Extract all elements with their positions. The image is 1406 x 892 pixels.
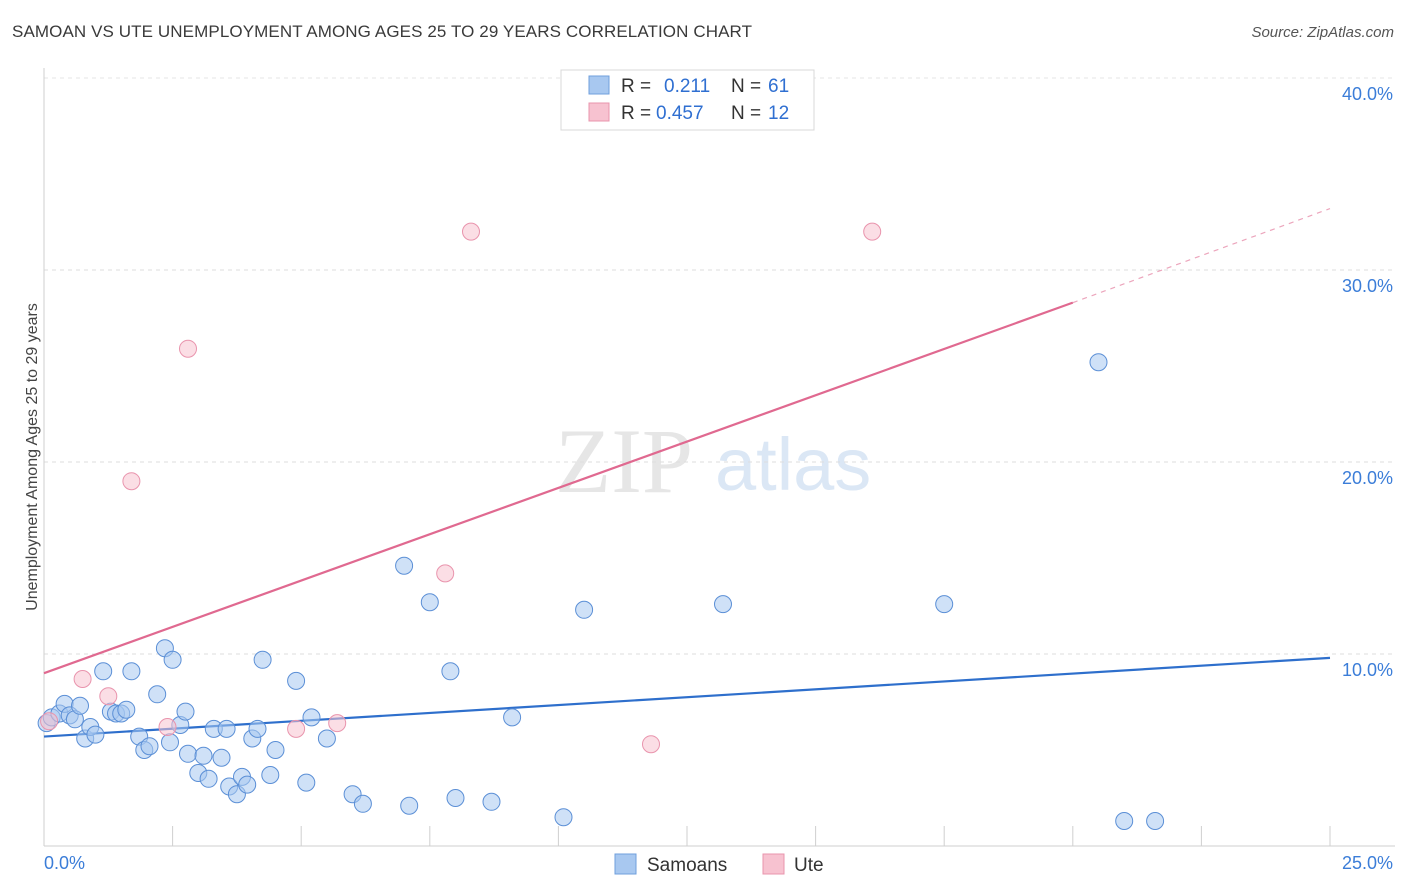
- point-samoans-49: [420, 593, 439, 612]
- y-axis-label: Unemployment Among Ages 25 to 29 years: [24, 303, 41, 611]
- point-samoans-30: [212, 748, 231, 767]
- legend-swatch-samoans: [588, 75, 610, 95]
- point-samoans-10: [94, 662, 113, 681]
- point-samoans-44: [317, 729, 336, 748]
- point-samoans-41: [287, 671, 306, 690]
- bottom-legend-swatch-ute: [762, 853, 785, 875]
- y-tick-label-20: 20.0%: [1342, 468, 1393, 488]
- tick-labels: 10.0% 20.0% 30.0% 40.0% 0.0% 25.0%: [44, 84, 1393, 873]
- gridlines: [44, 77, 1395, 655]
- point-ute-11: [863, 222, 882, 241]
- point-samoans-47: [395, 556, 414, 575]
- point-ute-2: [99, 687, 118, 706]
- point-ute-8: [436, 564, 455, 583]
- point-ute-1: [73, 670, 92, 688]
- point-samoans-42: [297, 773, 316, 792]
- point-ute-10: [642, 735, 660, 754]
- point-ute-9: [462, 222, 480, 241]
- legend-n-label-ute: N =: [731, 103, 761, 124]
- legend-n-label-samoans: N =: [731, 76, 761, 97]
- point-samoans-51: [446, 789, 465, 807]
- legend-n-value-samoans: 61: [768, 76, 789, 97]
- watermark-atlas: atlas: [715, 423, 871, 506]
- x-tick-label-left: 0.0%: [44, 853, 85, 873]
- point-samoans-56: [714, 595, 732, 614]
- bottom-legend-label-samoans: Samoans: [647, 855, 727, 876]
- point-samoans-35: [238, 775, 257, 794]
- legend-r-label-ute: R =: [621, 103, 651, 124]
- chart-title: SAMOAN VS UTE UNEMPLOYMENT AMONG AGES 25…: [12, 22, 753, 41]
- point-samoans-52: [482, 792, 501, 811]
- point-samoans-57: [935, 595, 954, 614]
- bottom-legend: Samoans Ute: [614, 853, 824, 876]
- point-samoans-39: [261, 766, 280, 784]
- point-samoans-28: [199, 769, 218, 788]
- point-ute-0: [40, 712, 59, 731]
- y-tick-label-10: 10.0%: [1342, 660, 1393, 680]
- bottom-legend-label-ute: Ute: [794, 855, 824, 876]
- point-samoans-53: [503, 708, 522, 727]
- top-legend: R = 0.211 N = 61 R = 0.457 N = 12: [560, 69, 815, 131]
- x-tick-label-right: 25.0%: [1342, 853, 1393, 873]
- point-samoans-60: [1146, 812, 1165, 830]
- point-samoans-25: [179, 744, 197, 763]
- y-tick-label-30: 30.0%: [1342, 276, 1393, 296]
- point-samoans-40: [266, 741, 285, 759]
- point-samoans-27: [194, 746, 213, 765]
- point-samoans-58: [1089, 353, 1108, 372]
- legend-r-value-ute: 0.457: [656, 103, 704, 124]
- source-label: Source: ZipAtlas.com: [1251, 24, 1394, 41]
- point-samoans-14: [117, 700, 136, 719]
- point-samoans-15: [122, 662, 141, 681]
- legend-swatch-ute: [588, 102, 610, 122]
- legend-n-value-ute: 12: [768, 103, 789, 124]
- point-samoans-9: [86, 725, 105, 744]
- point-ute-6: [287, 719, 306, 738]
- point-samoans-38: [253, 650, 272, 669]
- point-samoans-54: [554, 808, 573, 827]
- point-samoans-43: [302, 708, 321, 727]
- point-samoans-50: [441, 662, 460, 681]
- data-points: [37, 222, 1165, 830]
- trend-line-extension-ute: [1072, 207, 1331, 304]
- point-samoans-19: [148, 685, 167, 704]
- legend-r-label-samoans: R =: [621, 76, 651, 97]
- legend-r-value-samoans: 0.211: [664, 76, 710, 97]
- point-ute-5: [179, 339, 197, 358]
- watermark-zip: ZIP: [555, 410, 693, 512]
- point-ute-7: [328, 714, 347, 733]
- point-samoans-46: [353, 794, 372, 813]
- bottom-legend-swatch-samoans: [614, 853, 637, 875]
- point-samoans-24: [176, 702, 195, 721]
- trend-line-samoans: [43, 656, 1331, 738]
- point-samoans-21: [161, 733, 179, 752]
- point-samoans-22: [163, 650, 182, 669]
- trend-line-ute: [43, 301, 1074, 675]
- point-ute-3: [122, 472, 141, 491]
- point-samoans-18: [140, 737, 159, 756]
- point-samoans-6: [71, 696, 89, 715]
- point-samoans-55: [575, 600, 594, 619]
- point-samoans-59: [1115, 812, 1134, 830]
- point-samoans-31: [217, 719, 236, 738]
- point-ute-4: [158, 718, 177, 736]
- point-samoans-48: [400, 796, 419, 815]
- axes: [43, 68, 1395, 847]
- y-tick-label-40: 40.0%: [1342, 84, 1393, 104]
- point-samoans-37: [248, 719, 267, 738]
